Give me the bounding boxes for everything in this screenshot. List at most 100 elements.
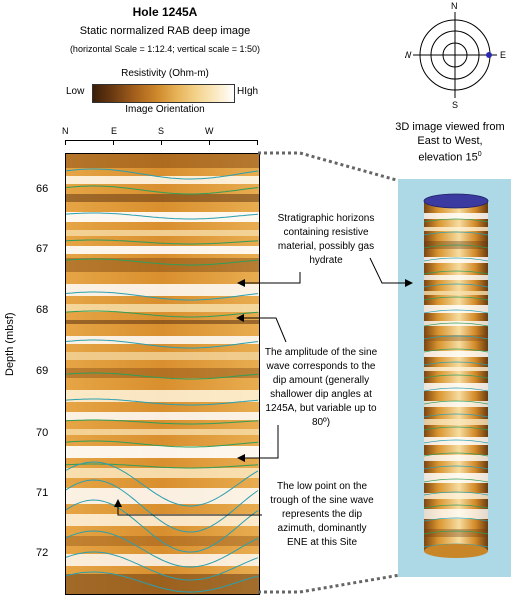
image-band [66,258,259,272]
trough-arrow [114,499,262,516]
orientation-north: N [62,126,69,136]
cylinder-trace [423,426,489,431]
cylinder-bands [423,213,489,548]
orientation-tick [113,140,114,145]
sine-trace [66,212,259,220]
horizon-arrow-left [237,272,301,287]
compass-w: W [405,50,412,60]
sine-trace [66,440,259,448]
cylinder-band [424,257,488,263]
sine-trace [66,419,259,425]
cylinder-band [424,227,488,231]
depth-tick-66: 66 [36,183,49,195]
cylinder-trace [423,244,489,249]
orientation-south: S [158,126,165,136]
rab-image-svg [66,154,259,594]
sine-trace [66,239,259,245]
cylinder-trace [423,348,489,353]
depth-tick-68: 68 [36,304,49,316]
cylinder-band [424,509,488,519]
image-band [66,320,259,324]
depth-tick-72: 72 [36,547,49,559]
cylinder-trace [423,296,489,301]
image-band [66,446,259,458]
cylinder-svg [423,193,489,558]
orientation-tick [257,140,258,145]
cylinder-trace [423,478,489,483]
cylinder-trace [423,231,489,236]
cylinder-band [424,213,488,219]
compass-s: S [452,100,458,110]
cylinder-band [424,529,488,537]
view-caption-line3: elevation 150 [384,148,516,165]
image-subtitle: Static normalized RAB deep image [79,25,251,37]
sine-trace [66,530,259,568]
orientation-west: W [205,126,214,136]
cylinder-trace [423,465,489,470]
sine-trace [66,479,259,533]
sine-trace [66,258,259,266]
top-connector-right [299,151,401,183]
colorbar-low-label: Low [66,86,85,97]
orientation-tick [209,140,210,145]
sine-trace [66,499,259,553]
degree-superscript: 0 [477,151,482,158]
hole-title: Hole 1245A [132,5,198,19]
cylinder-trace [423,504,489,509]
sine-trace [66,372,259,380]
image-band [66,574,259,594]
horizons-annotation: Stratigraphic horizons containing resist… [270,212,382,268]
image-band [66,390,259,402]
cylinder-trace [423,452,489,457]
depth-tick-69: 69 [36,365,49,377]
sine-trace [66,463,259,469]
cylinder-trace [423,218,489,223]
image-band [66,468,259,478]
cylinder-band [424,351,488,357]
compass-rose: N S E W [405,1,506,110]
cylinder-bottom [424,544,488,558]
cylinder-trace [423,400,489,405]
view-caption: 3D image viewed from East to West, eleva… [384,120,516,165]
cylinder-trace [423,309,489,314]
orientation-tick [161,140,162,145]
image-band [66,154,259,168]
view-direction-marker [486,52,492,58]
bottom-connector-right [299,573,401,594]
sine-trace [66,168,259,180]
cylinder-trace [423,374,489,379]
cylinder-trace [423,413,489,418]
compass-n: N [451,1,458,11]
cylinder-trace [423,517,489,522]
amplitude-annotation: The amplitude of the sine wave correspon… [260,346,382,430]
cylinder-band [424,305,488,313]
cylinder-trace [423,322,489,327]
orientation-east: E [111,126,118,136]
image-band [66,212,259,222]
image-band [66,176,259,184]
cylinder-band [424,383,488,391]
orientation-label: Image Orientation [125,104,205,115]
cylinder-band [424,493,488,499]
image-band [66,536,259,546]
image-bands [66,154,259,594]
cylinder-band [424,291,488,295]
compass-e: E [500,50,506,60]
image-band [66,230,259,236]
depth-tick-70: 70 [36,427,49,439]
image-band [66,368,259,378]
image-band [66,246,259,254]
cylinder-trace [423,270,489,275]
image-band [66,336,259,344]
sine-trace [66,185,259,195]
image-band [66,194,259,202]
amplitude-arrow-up [236,314,287,343]
cylinder-panel [398,179,511,577]
sine-trace [66,291,259,301]
cylinder-band [424,401,488,407]
depth-tick-67: 67 [36,243,49,255]
horizon-arrow-right [369,257,413,287]
image-band [66,352,259,360]
cylinder-trace [423,361,489,366]
